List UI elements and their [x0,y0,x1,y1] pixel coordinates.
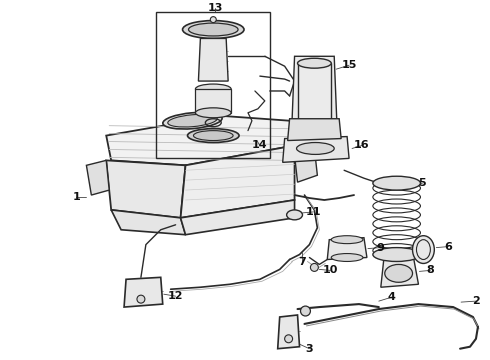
Ellipse shape [287,210,302,220]
Polygon shape [283,136,349,162]
Ellipse shape [297,58,331,68]
Ellipse shape [183,21,244,39]
Polygon shape [111,210,186,235]
Polygon shape [278,315,299,349]
Text: 2: 2 [472,296,480,306]
Text: 11: 11 [306,207,321,217]
Bar [196,89,231,113]
Circle shape [210,17,216,23]
Polygon shape [181,200,294,235]
Polygon shape [124,277,163,307]
Circle shape [137,295,145,303]
Ellipse shape [168,114,217,127]
Ellipse shape [373,248,420,261]
Text: 15: 15 [342,60,357,70]
Polygon shape [181,145,294,218]
Ellipse shape [196,84,231,94]
Text: 6: 6 [444,242,452,252]
Circle shape [285,335,293,343]
Ellipse shape [189,23,238,36]
Bar [156,12,270,158]
Ellipse shape [385,265,413,282]
Ellipse shape [373,176,420,190]
Polygon shape [288,119,341,140]
Text: 8: 8 [426,265,434,275]
Text: 13: 13 [208,3,223,13]
Ellipse shape [188,129,239,143]
Text: 14: 14 [252,140,268,150]
Polygon shape [294,148,318,182]
Polygon shape [327,238,367,260]
Circle shape [300,306,311,316]
Polygon shape [106,160,186,218]
Polygon shape [381,257,418,287]
Bar [297,63,331,128]
Ellipse shape [163,112,222,129]
Text: 3: 3 [306,344,313,354]
Ellipse shape [331,236,363,244]
Polygon shape [198,39,228,81]
Text: 5: 5 [418,178,426,188]
Text: 16: 16 [354,140,370,150]
Ellipse shape [331,253,363,261]
Text: 10: 10 [322,265,338,275]
Text: 4: 4 [388,292,395,302]
Text: 12: 12 [168,291,183,301]
Ellipse shape [413,236,434,264]
Ellipse shape [296,143,334,154]
Ellipse shape [194,131,233,140]
Ellipse shape [196,108,231,118]
Circle shape [311,264,319,271]
Polygon shape [292,56,337,132]
Text: 7: 7 [298,257,306,267]
Text: 9: 9 [377,243,385,253]
Text: 1: 1 [73,192,80,202]
Polygon shape [86,160,109,195]
Polygon shape [106,116,294,165]
Ellipse shape [297,123,331,132]
